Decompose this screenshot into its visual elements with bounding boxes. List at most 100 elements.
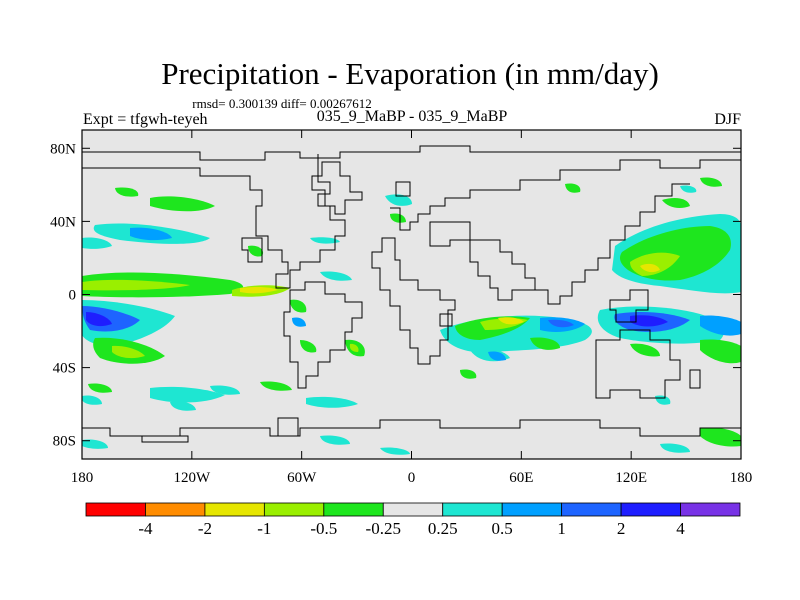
contour-green bbox=[248, 245, 264, 257]
contour-cyan bbox=[82, 395, 102, 405]
new-zealand-coast bbox=[689, 369, 701, 389]
colorbar-label: -1 bbox=[257, 519, 271, 538]
colorbar-swatch bbox=[680, 502, 741, 517]
x-tick-label: 60E bbox=[509, 470, 533, 486]
contour-blue bbox=[548, 319, 574, 328]
colorbar-swatch bbox=[382, 502, 444, 517]
madagascar-coast bbox=[439, 313, 453, 327]
contour-green bbox=[530, 337, 560, 350]
x-tick-label: 180 bbox=[71, 470, 94, 486]
colorbar-swatch bbox=[442, 502, 503, 517]
north-america-lake bbox=[241, 237, 263, 263]
colorbar-swatch bbox=[561, 502, 622, 517]
colorbar-swatch bbox=[501, 502, 563, 517]
contour-cyan bbox=[82, 237, 112, 249]
contour-cyan bbox=[385, 194, 412, 206]
colorbar bbox=[85, 502, 741, 517]
antarctica-coast bbox=[82, 419, 741, 437]
colorbar-swatch bbox=[204, 502, 265, 517]
colorbar-label: -0.25 bbox=[366, 519, 401, 538]
contour-cyan bbox=[320, 271, 352, 281]
contour-lightblue bbox=[700, 315, 741, 336]
y-tick-label: 0 bbox=[69, 288, 77, 304]
ross-ice-shelf bbox=[141, 435, 189, 443]
colorbar-swatch bbox=[323, 502, 384, 517]
arctic-coast bbox=[82, 145, 741, 161]
contour-green bbox=[700, 427, 741, 447]
x-tick-label: 120E bbox=[615, 470, 647, 486]
contour-green bbox=[565, 183, 581, 193]
eurasia-north-coast bbox=[390, 159, 741, 231]
y-tick-label: 80S bbox=[53, 434, 76, 450]
south-america-coast bbox=[283, 281, 363, 389]
contour-yellow bbox=[640, 263, 660, 273]
contour-green bbox=[662, 198, 690, 208]
y-tick-label: 40N bbox=[50, 214, 76, 230]
contour-lightgreen bbox=[112, 345, 145, 359]
greenland-coast bbox=[311, 161, 363, 215]
maritime-continent-coast bbox=[609, 289, 649, 323]
contour-cyan bbox=[680, 185, 697, 193]
colorbar-swatch bbox=[85, 502, 146, 517]
contour-cyan bbox=[310, 237, 340, 244]
case-label: 035_9_MaBP - 035_9_MaBP bbox=[317, 108, 508, 125]
contour-lightgreen bbox=[82, 279, 190, 291]
australia-coast bbox=[595, 329, 681, 399]
contour-green bbox=[300, 340, 317, 353]
contour-green bbox=[700, 339, 741, 364]
arabia-coast bbox=[469, 239, 536, 301]
contour-green bbox=[88, 383, 112, 393]
season-label: DJF bbox=[714, 111, 741, 128]
contour-cyan bbox=[210, 385, 240, 395]
colorbar-label: 2 bbox=[617, 519, 626, 538]
coastlines bbox=[81, 145, 741, 443]
x-tick-label: 60W bbox=[287, 470, 317, 486]
uk-coast bbox=[395, 181, 411, 197]
contour-green bbox=[460, 369, 477, 379]
colorbar-swatch bbox=[145, 502, 206, 517]
axis-ticks bbox=[81, 130, 742, 459]
colorbar-label: 4 bbox=[676, 519, 685, 538]
contour-lightgreen bbox=[349, 343, 359, 352]
colorbar-label: 1 bbox=[557, 519, 566, 538]
mediterranean-coast bbox=[429, 221, 471, 247]
contour-green bbox=[290, 299, 307, 313]
contour-darkblue bbox=[86, 312, 112, 327]
contour-cyan bbox=[380, 447, 410, 455]
x-tick-label: 120W bbox=[173, 470, 211, 486]
stats-line: rmsd= 0.300139 diff= 0.00267612 bbox=[192, 96, 371, 111]
contour-cyan bbox=[660, 443, 690, 453]
colorbar-label: 0.5 bbox=[492, 519, 513, 538]
y-tick-label: 40S bbox=[53, 361, 76, 377]
contour-lightblue bbox=[488, 351, 506, 361]
precip-contours bbox=[82, 177, 741, 455]
contour-cyan bbox=[82, 439, 108, 449]
colorbar-label: -4 bbox=[138, 519, 153, 538]
x-tick-label: 0 bbox=[408, 470, 416, 486]
x-axis-labels: 180 120W 60W 0 60E 120E 180 bbox=[71, 470, 753, 486]
colorbar-swatch bbox=[263, 502, 325, 517]
colorbar-label: -2 bbox=[198, 519, 212, 538]
expt-label: Expt = tfgwh-teyeh bbox=[83, 111, 208, 128]
map-panel bbox=[81, 129, 742, 460]
contour-green bbox=[390, 213, 406, 223]
contour-cyan bbox=[320, 435, 350, 445]
y-tick-label: 80N bbox=[50, 141, 76, 157]
colorbar-labels: -4 -2 -1 -0.5 -0.25 0.25 0.5 1 2 4 bbox=[138, 519, 685, 538]
contour-lightblue bbox=[130, 227, 172, 241]
x-tick-label: 180 bbox=[730, 470, 753, 486]
colorbar-label: -0.5 bbox=[310, 519, 337, 538]
plot-title: Precipitation - Evaporation (in mm/day) bbox=[161, 56, 659, 91]
contour-green bbox=[260, 381, 292, 391]
contour-cyan bbox=[306, 396, 358, 408]
asia-south-coast bbox=[535, 183, 690, 305]
colorbar-swatch bbox=[620, 502, 681, 517]
contour-green bbox=[150, 196, 215, 212]
y-axis-labels: 80N 40N 0 40S 80S bbox=[50, 141, 76, 449]
contour-green bbox=[115, 187, 139, 197]
contour-green bbox=[630, 343, 660, 357]
antarctic-peninsula bbox=[277, 417, 299, 437]
contour-green bbox=[700, 177, 722, 187]
contour-yellow bbox=[240, 286, 278, 294]
